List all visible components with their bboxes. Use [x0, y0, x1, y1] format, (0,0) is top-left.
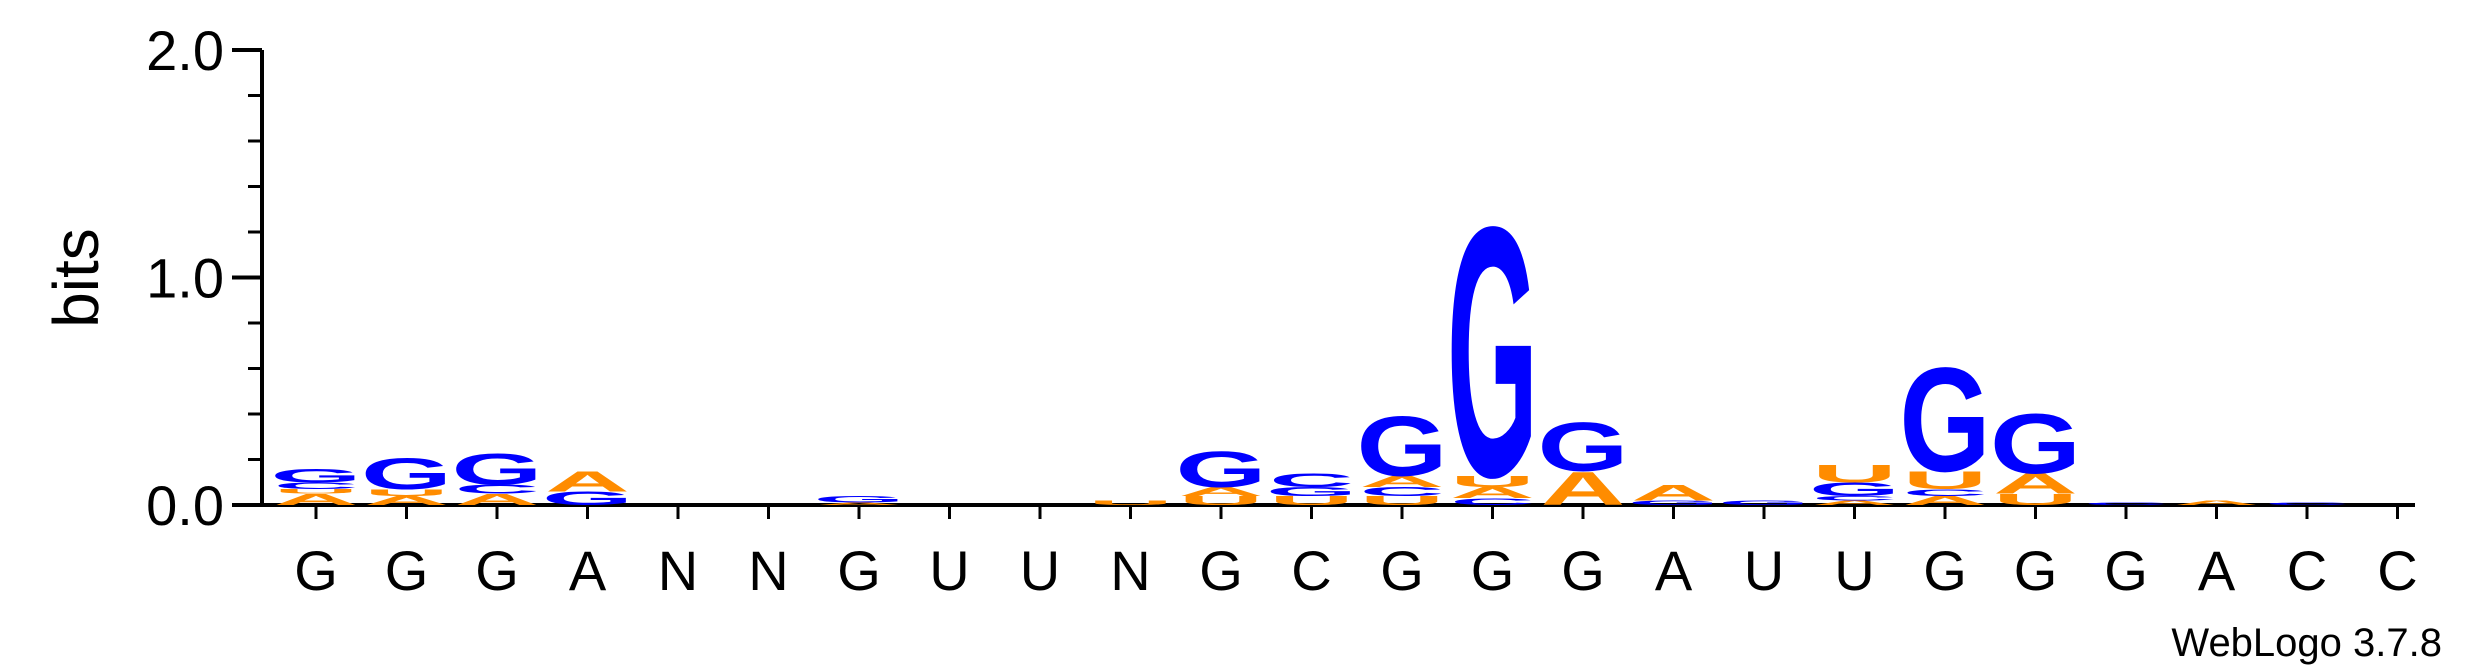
axes: bits [40, 50, 2415, 507]
x-tick-label: G [385, 539, 429, 602]
logo-letter-u: U [1179, 493, 1264, 507]
x-tick-label: U [929, 539, 969, 602]
logo-letter-a: A [1631, 481, 1716, 506]
logo-letter-g: G [1537, 409, 1628, 486]
x-tick-label: G [1380, 539, 1424, 602]
logo-letter-c: C [1360, 484, 1445, 498]
logo-letter-g: G [361, 449, 452, 498]
x-tick-label: U [1744, 539, 1784, 602]
logo-letter-u: U [274, 488, 359, 495]
x-tick-label: N [748, 539, 788, 602]
x-tick-label: G [294, 539, 338, 602]
logo-letter-g: G [1809, 479, 1900, 500]
logo-letter-a: A [274, 491, 359, 509]
logo-letter-c: C [2084, 502, 2169, 506]
logo-letter-u: U [1812, 459, 1897, 487]
x-tick-label: N [658, 539, 698, 602]
logo-letter-a: A [364, 493, 449, 507]
logo-letter-g: G [1990, 396, 2081, 492]
logo-letter-u: U [364, 487, 449, 498]
x-tick-label: C [2287, 539, 2327, 602]
logo-letter-g: G [1447, 153, 1538, 552]
x-tick-label: G [837, 539, 881, 602]
logo-letter-g: G [1266, 484, 1357, 498]
logo-letter-g: G [1718, 499, 1809, 506]
x-tick-label: G [475, 539, 519, 602]
logo-letter-c: C [1450, 496, 1535, 507]
x-tick-label: G [1199, 539, 1243, 602]
logo-letter-a: A [545, 466, 630, 498]
logo-letter-u: U [1450, 472, 1535, 490]
x-tick-label: G [1923, 539, 1967, 602]
y-tick-label: 2.0 [146, 19, 224, 82]
y-tick-label: 0.0 [146, 474, 224, 537]
logo-letter-c: C [455, 482, 540, 496]
x-tick-label: U [1020, 539, 1060, 602]
logo-letter-a: A [1179, 484, 1264, 498]
logo-letter-a: A [2174, 499, 2259, 506]
logo-letter-a: A [455, 491, 540, 509]
logo-letter-c: C [1812, 495, 1897, 502]
y-ticks: 0.0 1.0 2.0 [146, 19, 262, 537]
x-tick-label: A [2198, 539, 2236, 602]
logo-letter-g: G [1175, 441, 1266, 498]
logo-letter-u: U [1903, 466, 1988, 494]
logo-letter-g: G [1628, 499, 1719, 506]
x-tick-label: G [2104, 539, 2148, 602]
logo-letter-u: U [1360, 493, 1445, 507]
x-tick-label: G [1471, 539, 1515, 602]
logo-letter-g: G [542, 488, 633, 509]
x-tick-label: N [1110, 539, 1150, 602]
logo-letter-c: C [1903, 487, 1988, 498]
x-tick-label: A [569, 539, 607, 602]
logo-letter-u: U [1088, 499, 1173, 506]
logo-letter-g: G [451, 445, 542, 494]
logo-letter-g: G [1356, 398, 1447, 494]
logo-letter-u: U [1993, 491, 2078, 509]
logo-letter-a: A [1812, 499, 1897, 506]
logo-letter-c: C [1269, 470, 1354, 491]
logo-letter-g: G [1899, 338, 1990, 503]
logo-letter-g: G [813, 494, 904, 505]
logo-letter-a: A [817, 502, 902, 506]
y-axis-label: bits [40, 228, 112, 328]
x-tick-label: C [1291, 539, 1331, 602]
logo-letter-a: A [1450, 484, 1535, 502]
weblogo-credit: WebLogo 3.7.8 [2171, 621, 2442, 665]
logo-letter-a: A [1360, 472, 1445, 490]
x-tick-label: C [2377, 539, 2417, 602]
logo-letter-a: A [1903, 493, 1988, 507]
x-tick-label: U [1834, 539, 1874, 602]
logo-letter-u: U [1269, 493, 1354, 507]
logo-letter-g: G [270, 465, 361, 486]
logo-letter-a: A [1993, 468, 2078, 500]
x-tick-label: A [1655, 539, 1693, 602]
logo-letter-c: C [2265, 502, 2350, 506]
logo-letter-c: C [274, 481, 359, 492]
x-tick-label: G [2014, 539, 2058, 602]
y-tick-label: 1.0 [146, 247, 224, 310]
x-tick-label: G [1561, 539, 1605, 602]
